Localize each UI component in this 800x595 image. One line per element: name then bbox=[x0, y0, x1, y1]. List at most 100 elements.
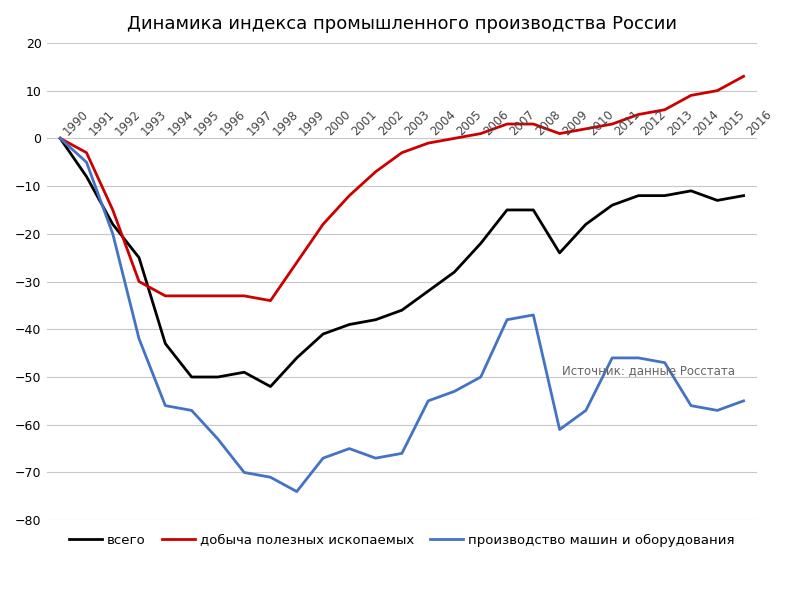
производство машин и оборудования bbox=[713, 407, 722, 414]
производство машин и оборудования bbox=[529, 311, 538, 318]
Line: всего: всего bbox=[60, 139, 744, 387]
добыча полезных ископаемых bbox=[713, 87, 722, 94]
всего bbox=[239, 369, 249, 376]
производство машин и оборудования bbox=[686, 402, 696, 409]
производство машин и оборудования bbox=[239, 469, 249, 476]
добыча полезных ископаемых bbox=[502, 120, 512, 127]
Text: 2014: 2014 bbox=[691, 108, 722, 139]
всего bbox=[213, 374, 222, 381]
всего bbox=[581, 221, 590, 228]
Text: 2002: 2002 bbox=[376, 108, 406, 139]
всего bbox=[686, 187, 696, 195]
Text: 1996: 1996 bbox=[218, 108, 248, 139]
Title: Динамика индекса промышленного производства России: Динамика индекса промышленного производс… bbox=[127, 15, 677, 33]
всего bbox=[502, 206, 512, 214]
производство машин и оборудования bbox=[555, 426, 565, 433]
производство машин и оборудования bbox=[161, 402, 170, 409]
Text: Источник: данные Росстата: Источник: данные Росстата bbox=[562, 364, 735, 377]
Text: 2000: 2000 bbox=[323, 108, 353, 139]
всего bbox=[529, 206, 538, 214]
производство машин и оборудования bbox=[108, 230, 118, 237]
Text: 2016: 2016 bbox=[744, 108, 774, 139]
производство машин и оборудования bbox=[371, 455, 381, 462]
добыча полезных ископаемых bbox=[318, 221, 328, 228]
добыча полезных ископаемых bbox=[108, 206, 118, 214]
добыча полезных ископаемых bbox=[187, 292, 197, 299]
всего bbox=[397, 306, 406, 314]
добыча полезных ископаемых bbox=[82, 149, 91, 156]
производство машин и оборудования bbox=[450, 388, 459, 395]
добыча полезных ископаемых bbox=[345, 192, 354, 199]
Legend: всего, добыча полезных ископаемых, производство машин и оборудования: всего, добыча полезных ископаемых, произ… bbox=[64, 528, 740, 552]
добыча полезных ископаемых bbox=[292, 259, 302, 266]
добыча полезных ископаемых bbox=[161, 292, 170, 299]
всего bbox=[161, 340, 170, 347]
всего bbox=[634, 192, 643, 199]
Text: 2013: 2013 bbox=[665, 108, 695, 139]
всего bbox=[476, 240, 486, 247]
Line: добыча полезных ископаемых: добыча полезных ископаемых bbox=[60, 76, 744, 300]
всего bbox=[423, 287, 433, 295]
всего bbox=[607, 202, 617, 209]
производство машин и оборудования bbox=[55, 135, 65, 142]
производство машин и оборудования bbox=[397, 450, 406, 457]
производство машин и оборудования bbox=[634, 355, 643, 362]
производство машин и оборудования bbox=[213, 436, 222, 443]
производство машин и оборудования bbox=[607, 355, 617, 362]
добыча полезных ископаемых bbox=[371, 168, 381, 176]
добыча полезных ископаемых bbox=[739, 73, 749, 80]
Text: 1997: 1997 bbox=[244, 108, 274, 139]
Text: 2011: 2011 bbox=[612, 108, 642, 139]
всего bbox=[187, 374, 197, 381]
Text: 2009: 2009 bbox=[560, 108, 590, 139]
всего bbox=[82, 173, 91, 180]
всего bbox=[371, 316, 381, 323]
Text: 1993: 1993 bbox=[139, 108, 170, 139]
всего bbox=[739, 192, 749, 199]
производство машин и оборудования bbox=[187, 407, 197, 414]
всего bbox=[555, 249, 565, 256]
добыча полезных ископаемых bbox=[607, 120, 617, 127]
всего bbox=[108, 221, 118, 228]
добыча полезных ископаемых bbox=[634, 111, 643, 118]
всего bbox=[450, 268, 459, 275]
добыча полезных ископаемых bbox=[397, 149, 406, 156]
Text: 2012: 2012 bbox=[638, 108, 669, 139]
всего bbox=[345, 321, 354, 328]
Text: 2015: 2015 bbox=[718, 108, 747, 139]
добыча полезных ископаемых bbox=[55, 135, 65, 142]
Text: 2005: 2005 bbox=[454, 108, 485, 139]
производство машин и оборудования bbox=[739, 397, 749, 405]
Text: 1990: 1990 bbox=[60, 108, 90, 139]
всего bbox=[55, 135, 65, 142]
производство машин и оборудования bbox=[476, 374, 486, 381]
добыча полезных ископаемых bbox=[529, 120, 538, 127]
Text: 2003: 2003 bbox=[402, 108, 432, 139]
добыча полезных ископаемых bbox=[450, 135, 459, 142]
Text: 1998: 1998 bbox=[270, 108, 301, 139]
Text: 2001: 2001 bbox=[350, 108, 379, 139]
Text: 2010: 2010 bbox=[586, 108, 616, 139]
всего bbox=[134, 254, 144, 261]
производство машин и оборудования bbox=[660, 359, 670, 367]
Text: 1991: 1991 bbox=[86, 108, 117, 139]
Text: 2004: 2004 bbox=[428, 108, 458, 139]
Text: 1999: 1999 bbox=[297, 108, 327, 139]
добыча полезных ископаемых bbox=[266, 297, 275, 304]
всего bbox=[292, 355, 302, 362]
добыча полезных ископаемых bbox=[660, 106, 670, 113]
Line: производство машин и оборудования: производство машин и оборудования bbox=[60, 139, 744, 491]
Text: 1994: 1994 bbox=[166, 108, 196, 139]
производство машин и оборудования bbox=[502, 316, 512, 323]
Text: 2007: 2007 bbox=[507, 108, 538, 139]
Text: 1995: 1995 bbox=[192, 108, 222, 139]
производство машин и оборудования bbox=[345, 445, 354, 452]
Text: 2006: 2006 bbox=[481, 108, 511, 139]
всего bbox=[660, 192, 670, 199]
всего bbox=[266, 383, 275, 390]
добыча полезных ископаемых bbox=[213, 292, 222, 299]
всего bbox=[713, 197, 722, 204]
добыча полезных ископаемых bbox=[134, 278, 144, 285]
добыча полезных ископаемых bbox=[581, 125, 590, 132]
производство машин и оборудования bbox=[266, 474, 275, 481]
